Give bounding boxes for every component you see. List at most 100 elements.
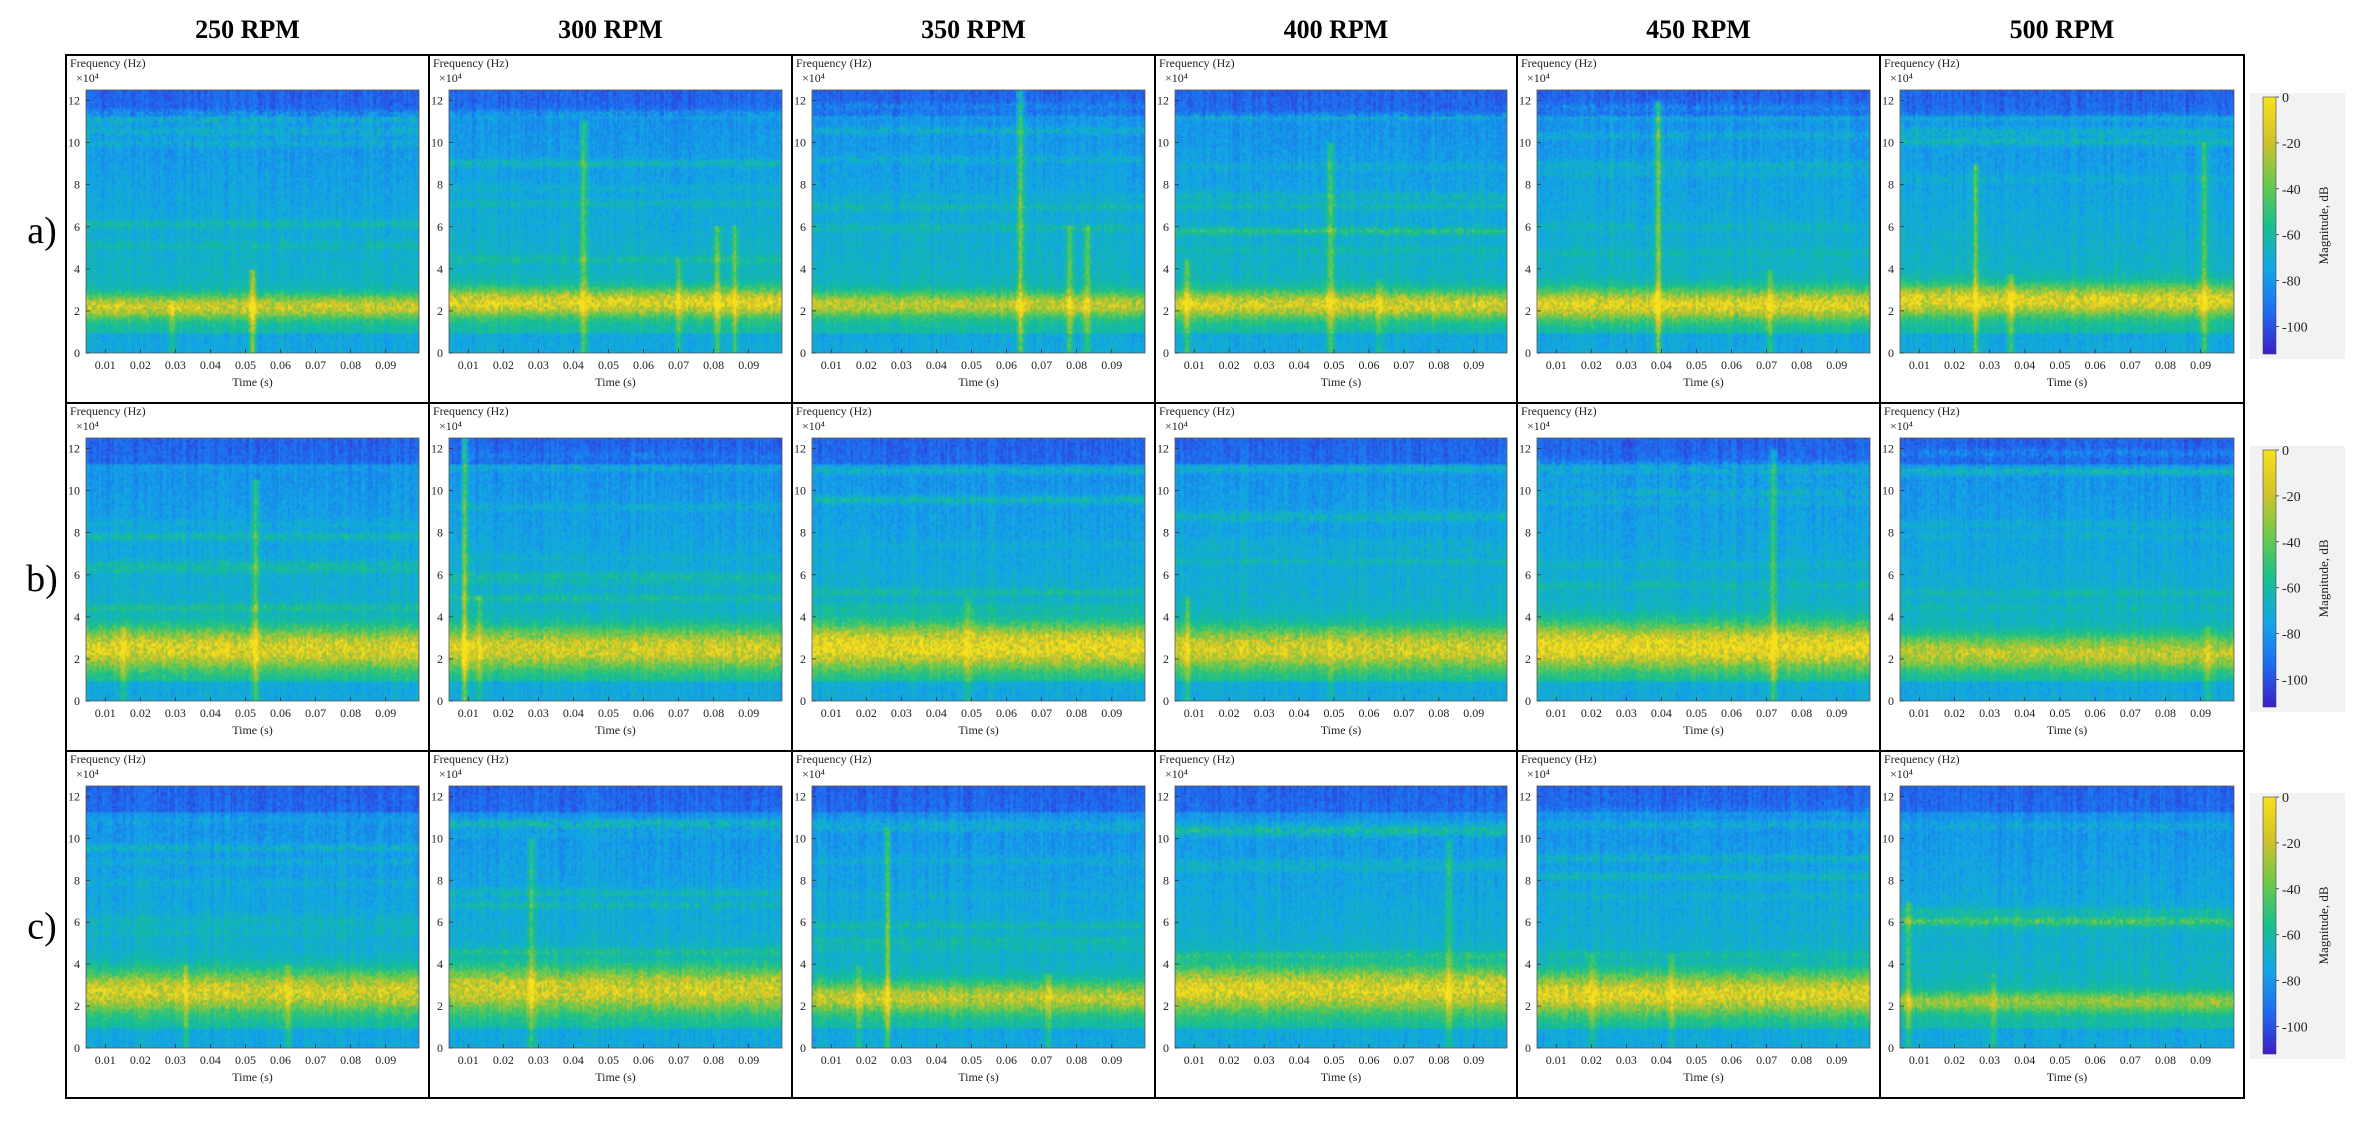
x-tick-label: 0.07 — [668, 1053, 689, 1067]
spectrogram-panel: Frequency (Hz)×10⁴ 0 2 4 6 8 10 12 0.01 0.02 0.03 0… — [791, 54, 1156, 404]
column-title: 500 RPM — [2010, 15, 2115, 44]
y-tick-label: 0 — [1525, 1041, 1531, 1055]
x-tick-label: 0.08 — [2155, 358, 2176, 372]
y-axis-label: Frequency (Hz) — [1884, 752, 1960, 766]
y-tick-label: 8 — [800, 873, 806, 887]
x-tick-label: 0.01 — [1909, 706, 1930, 720]
y-tick-label: 2 — [1888, 304, 1894, 318]
x-tick-label: 0.06 — [2085, 358, 2106, 372]
y-tick-label: 10 — [794, 136, 806, 150]
y-tick-label: 10 — [431, 136, 443, 150]
y-axis-multiplier: ×10⁴ — [802, 419, 825, 433]
x-tick-label: 0.06 — [996, 706, 1017, 720]
y-axis-label: Frequency (Hz) — [433, 404, 509, 418]
x-tick-label: 0.05 — [2049, 1053, 2070, 1067]
y-tick-label: 8 — [437, 526, 443, 540]
colorbar-gradient — [2262, 796, 2277, 1055]
x-tick-label: 0.03 — [1254, 358, 1275, 372]
y-tick-label: 10 — [1882, 484, 1894, 498]
x-tick-label: 0.03 — [165, 358, 186, 372]
y-tick-label: 4 — [74, 610, 80, 624]
y-tick-label: 8 — [800, 178, 806, 192]
y-tick-label: 6 — [800, 568, 806, 582]
y-axis-label: Frequency (Hz) — [796, 404, 872, 418]
x-tick-label: 0.02 — [856, 1053, 877, 1067]
y-tick-label: 10 — [68, 136, 80, 150]
x-tick-label: 0.01 — [1909, 358, 1930, 372]
colorbar-tick-label: -20 — [2282, 137, 2301, 152]
y-axis-label: Frequency (Hz) — [796, 56, 872, 70]
y-tick-label: 4 — [1888, 610, 1894, 624]
x-tick-label: 0.06 — [633, 1053, 654, 1067]
colorbar-tick-label: -60 — [2282, 582, 2301, 597]
y-tick-label: 0 — [74, 346, 80, 360]
x-tick-label: 0.01 — [821, 706, 842, 720]
x-tick-label: 0.04 — [1651, 1053, 1672, 1067]
spectrogram-image — [812, 90, 1145, 353]
x-tick-label: 0.02 — [1219, 358, 1240, 372]
colorbar-tick-label: 0 — [2282, 91, 2289, 106]
plot-area-border — [1536, 785, 1871, 1049]
x-tick-label: 0.04 — [200, 706, 221, 720]
x-tick-label: 0.05 — [2049, 358, 2070, 372]
x-axis-label: Time (s) — [958, 375, 999, 389]
spectrogram-panel: Frequency (Hz)×10⁴ 0 2 4 6 8 10 12 0.01 0.02 0.03 0… — [428, 54, 793, 404]
y-tick-label: 10 — [1519, 831, 1531, 845]
x-tick-label: 0.03 — [528, 1053, 549, 1067]
x-tick-label: 0.03 — [1616, 1053, 1637, 1067]
x-tick-label: 0.01 — [1909, 1053, 1930, 1067]
plot-area-border — [85, 437, 420, 702]
y-tick-label: 6 — [1163, 915, 1169, 929]
x-tick-label: 0.04 — [1651, 358, 1672, 372]
plot-area-border — [1536, 437, 1871, 702]
y-tick-label: 2 — [74, 999, 80, 1013]
y-tick-label: 0 — [1888, 346, 1894, 360]
y-tick-label: 0 — [1525, 346, 1531, 360]
x-tick-label: 0.01 — [458, 706, 479, 720]
spectrogram-image — [812, 438, 1145, 701]
y-tick-label: 12 — [1519, 442, 1531, 456]
spectrogram-panel: Frequency (Hz)×10⁴ 0 2 4 6 8 10 12 0.01 0.02 0.03 0… — [1516, 54, 1881, 404]
x-tick-label: 0.03 — [1616, 706, 1637, 720]
y-axis-multiplier: ×10⁴ — [1890, 71, 1913, 85]
spectrogram-panel: Frequency (Hz)×10⁴ 0 2 4 6 8 10 12 0.01 0.02 0.03 0… — [1879, 750, 2245, 1099]
y-axis-multiplier: ×10⁴ — [76, 767, 99, 781]
y-tick-label: 0 — [1163, 694, 1169, 708]
y-axis-multiplier: ×10⁴ — [802, 767, 825, 781]
colorbar-tick-label: -100 — [2282, 673, 2308, 688]
x-tick-label: 0.01 — [821, 358, 842, 372]
spectrogram-panel: Frequency (Hz)×10⁴ 0 2 4 6 8 10 12 0.01 0.02 0.03 0… — [1879, 54, 2245, 404]
y-tick-label: 0 — [437, 1041, 443, 1055]
x-axis-label: Time (s) — [1683, 723, 1724, 737]
y-tick-label: 2 — [1525, 304, 1531, 318]
x-tick-label: 0.03 — [165, 706, 186, 720]
x-tick-label: 0.05 — [1324, 1053, 1345, 1067]
x-tick-label: 0.08 — [1791, 1053, 1812, 1067]
y-axis-multiplier: ×10⁴ — [439, 419, 462, 433]
y-tick-label: 6 — [1525, 915, 1531, 929]
plot-area-border — [811, 785, 1146, 1049]
x-tick-label: 0.06 — [633, 706, 654, 720]
y-tick-label: 0 — [74, 694, 80, 708]
x-tick-label: 0.09 — [1101, 706, 1122, 720]
y-tick-label: 6 — [1525, 568, 1531, 582]
y-tick-label: 2 — [1888, 999, 1894, 1013]
x-tick-label: 0.09 — [2190, 1053, 2211, 1067]
x-tick-label: 0.05 — [598, 1053, 619, 1067]
y-tick-label: 10 — [1519, 136, 1531, 150]
y-tick-label: 0 — [800, 346, 806, 360]
x-tick-label: 0.03 — [1979, 706, 2000, 720]
x-tick-label: 0.04 — [926, 706, 947, 720]
y-tick-label: 6 — [1888, 568, 1894, 582]
row-label: c) — [27, 906, 57, 948]
y-tick-label: 8 — [437, 178, 443, 192]
x-tick-label: 0.01 — [1546, 706, 1567, 720]
x-tick-label: 0.01 — [458, 358, 479, 372]
x-axis-label: Time (s) — [232, 1070, 273, 1084]
x-tick-label: 0.01 — [1184, 706, 1205, 720]
x-tick-label: 0.09 — [1463, 358, 1484, 372]
spectrogram-image — [812, 786, 1145, 1048]
y-tick-label: 4 — [800, 262, 806, 276]
x-tick-label: 0.09 — [1101, 358, 1122, 372]
y-tick-label: 0 — [800, 694, 806, 708]
